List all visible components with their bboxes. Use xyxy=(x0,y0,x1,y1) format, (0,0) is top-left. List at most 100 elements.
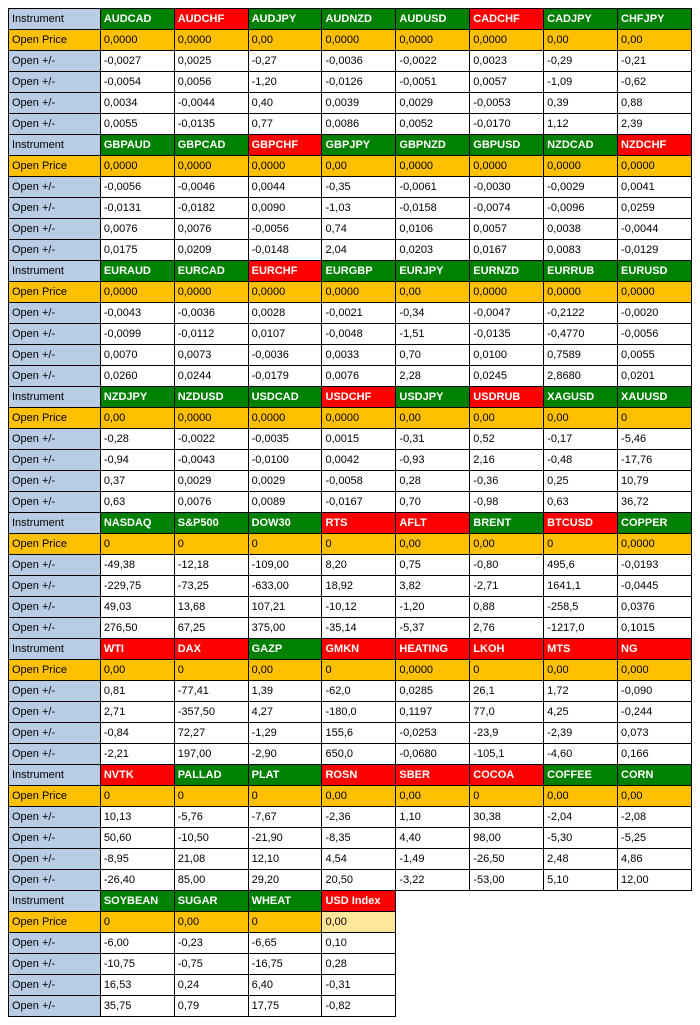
instrument-header: NVTK xyxy=(100,765,174,786)
row-label-open-price: Open Price xyxy=(9,156,101,177)
data-cell: 0,39 xyxy=(544,93,618,114)
data-cell: 0,0090 xyxy=(248,198,322,219)
data-cell: -0,48 xyxy=(544,450,618,471)
instrument-header: MTS xyxy=(544,639,618,660)
data-cell: 0,63 xyxy=(100,492,174,513)
open-pm-row: Open +/--6,00-0,23-6,650,10 xyxy=(9,933,692,954)
data-cell: 0,0167 xyxy=(470,240,544,261)
open-price-cell: 0,0000 xyxy=(396,30,470,51)
row-label-instrument: Instrument xyxy=(9,513,101,534)
data-cell: -0,0021 xyxy=(322,303,396,324)
instrument-header: SUGAR xyxy=(174,891,248,912)
instrument-header: AUDCAD xyxy=(100,9,174,30)
data-cell: -357,50 xyxy=(174,702,248,723)
data-cell: -258,5 xyxy=(544,597,618,618)
row-label-open-pm: Open +/- xyxy=(9,681,101,702)
row-label-open-pm: Open +/- xyxy=(9,366,101,387)
open-price-cell: 0 xyxy=(544,534,618,555)
data-cell: 0,0175 xyxy=(100,240,174,261)
open-price-row: Open Price0000,000,0000,000,00 xyxy=(9,786,692,807)
data-cell: -0,0100 xyxy=(248,450,322,471)
data-cell: -0,31 xyxy=(322,975,396,996)
data-cell: 0,1015 xyxy=(618,618,692,639)
data-cell: -0,0047 xyxy=(470,303,544,324)
row-label-instrument: Instrument xyxy=(9,639,101,660)
row-label-instrument: Instrument xyxy=(9,765,101,786)
open-price-cell: 0,0000 xyxy=(396,660,470,681)
data-cell: 0,37 xyxy=(100,471,174,492)
open-price-cell: 0,0000 xyxy=(322,282,396,303)
instrument-header: GBPAUD xyxy=(100,135,174,156)
data-cell: -1,29 xyxy=(248,723,322,744)
data-cell: -1,03 xyxy=(322,198,396,219)
instrument-header: NG xyxy=(618,639,692,660)
instrument-header: NZDCHF xyxy=(618,135,692,156)
data-cell: 0,0052 xyxy=(396,114,470,135)
data-cell: -0,36 xyxy=(470,471,544,492)
data-cell: -3,22 xyxy=(396,870,470,891)
data-cell: -0,75 xyxy=(174,954,248,975)
data-cell: -73,25 xyxy=(174,576,248,597)
row-label-open-pm: Open +/- xyxy=(9,51,101,72)
data-cell: -0,0182 xyxy=(174,198,248,219)
data-cell: -0,0193 xyxy=(618,555,692,576)
open-price-cell: 0,0000 xyxy=(174,30,248,51)
data-cell: -5,30 xyxy=(544,828,618,849)
instrument-header-row: InstrumentAUDCADAUDCHFAUDJPYAUDNZDAUDUSD… xyxy=(9,9,692,30)
data-cell: 0,52 xyxy=(470,429,544,450)
data-cell: -105,1 xyxy=(470,744,544,765)
data-cell: 2,39 xyxy=(618,114,692,135)
instrument-header: COFFEE xyxy=(544,765,618,786)
row-label-open-pm: Open +/- xyxy=(9,492,101,513)
data-cell: 0,0376 xyxy=(618,597,692,618)
data-cell: 0,0209 xyxy=(174,240,248,261)
instrument-header-row: InstrumentGBPAUDGBPCADGBPCHFGBPJPYGBPNZD… xyxy=(9,135,692,156)
data-cell: -26,40 xyxy=(100,870,174,891)
data-cell: -0,0135 xyxy=(470,324,544,345)
open-price-cell: 0,0000 xyxy=(322,30,396,51)
data-cell: 36,72 xyxy=(618,492,692,513)
instrument-header: AUDUSD xyxy=(396,9,470,30)
instrument-header: GBPCHF xyxy=(248,135,322,156)
data-cell: 4,54 xyxy=(322,849,396,870)
row-label-open-pm: Open +/- xyxy=(9,240,101,261)
data-cell: 8,20 xyxy=(322,555,396,576)
instrument-header: EURUSD xyxy=(618,261,692,282)
data-cell: -4,60 xyxy=(544,744,618,765)
data-cell: 0,0041 xyxy=(618,177,692,198)
row-label-open-pm: Open +/- xyxy=(9,450,101,471)
data-cell: -2,04 xyxy=(544,807,618,828)
data-cell: -0,0112 xyxy=(174,324,248,345)
instrument-header: AUDCHF xyxy=(174,9,248,30)
data-cell: -0,31 xyxy=(396,429,470,450)
data-cell: 72,27 xyxy=(174,723,248,744)
open-price-cell: 0,00 xyxy=(470,534,544,555)
row-label-open-pm: Open +/- xyxy=(9,828,101,849)
data-cell: 98,00 xyxy=(470,828,544,849)
open-pm-row: Open +/-0,370,00290,0029-0,00580,28-0,36… xyxy=(9,471,692,492)
instrument-header: ROSN xyxy=(322,765,396,786)
row-label-open-pm: Open +/- xyxy=(9,849,101,870)
data-cell: 375,00 xyxy=(248,618,322,639)
data-cell: -0,35 xyxy=(322,177,396,198)
row-label-open-pm: Open +/- xyxy=(9,345,101,366)
open-price-cell: 0,00 xyxy=(248,660,322,681)
data-cell: -0,0036 xyxy=(174,303,248,324)
data-cell: 12,00 xyxy=(618,870,692,891)
data-cell: 0,0042 xyxy=(322,450,396,471)
instrument-header: SOYBEAN xyxy=(100,891,174,912)
data-cell: 85,00 xyxy=(174,870,248,891)
data-cell: -0,0043 xyxy=(100,303,174,324)
open-price-cell: 0,0000 xyxy=(544,282,618,303)
data-cell: -0,0051 xyxy=(396,72,470,93)
open-price-row: Open Price00,0000,00 xyxy=(9,912,692,933)
data-cell: 0,0044 xyxy=(248,177,322,198)
instrument-header: AUDJPY xyxy=(248,9,322,30)
data-cell: 0,0106 xyxy=(396,219,470,240)
data-cell: 0,0029 xyxy=(248,471,322,492)
instrument-header: USD Index xyxy=(322,891,396,912)
data-cell: -0,0044 xyxy=(618,219,692,240)
open-price-cell: 0,0000 xyxy=(470,282,544,303)
data-cell: -0,0170 xyxy=(470,114,544,135)
instrument-header: AFLT xyxy=(396,513,470,534)
